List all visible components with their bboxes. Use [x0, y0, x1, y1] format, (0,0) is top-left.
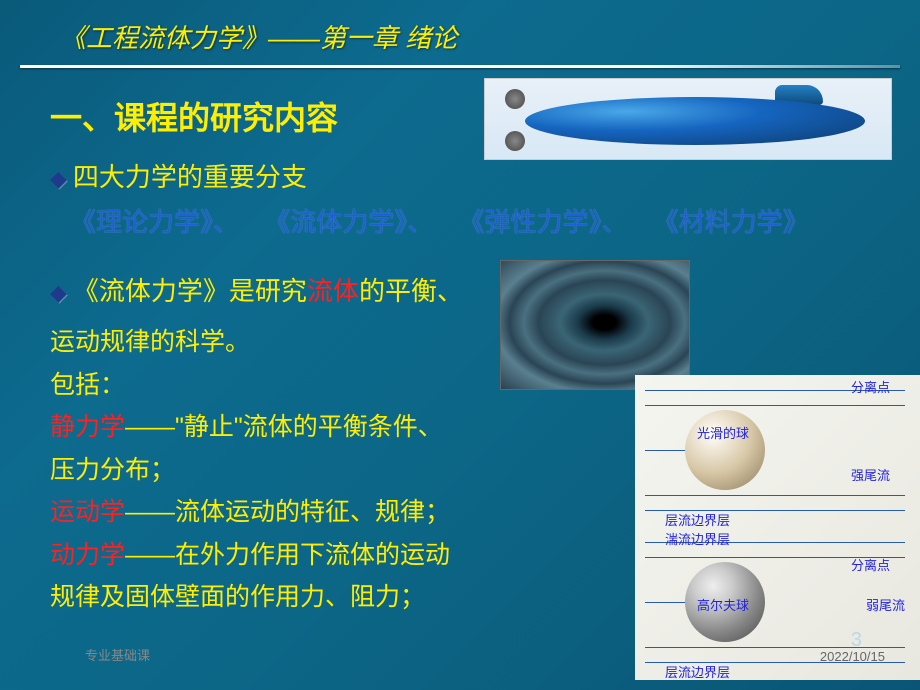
diamond-icon: ◆ [50, 166, 67, 192]
label-sep-point-1: 分离点 [851, 377, 890, 396]
label-golf-ball: 高尔夫球 [697, 595, 749, 614]
slide-header: 《工程流体力学》——第一章 绪论 [0, 0, 920, 65]
branches-list: 《理论力学》、 《流体力学》、 《弹性力学》、 《材料力学》 [70, 202, 900, 239]
smooth-sphere [685, 410, 765, 490]
bullet-branches: ◆ 四大力学的重要分支 [50, 157, 900, 194]
label-turb-bl: 湍流边界层 [665, 529, 730, 548]
def-line2: 运动规律的科学。 [50, 321, 900, 364]
diamond-icon: ◆ [50, 274, 67, 311]
label-laminar-bl-2: 层流边界层 [665, 662, 730, 681]
branch-2: 《流体力学》 [264, 207, 407, 237]
label-smooth-ball: 光滑的球 [697, 423, 749, 442]
sphere-flow-diagram: 分离点 光滑的球 强尾流 层流边界层 湍流边界层 分离点 高尔夫球 弱尾流 层流… [635, 375, 920, 680]
label-sep-point-2: 分离点 [851, 555, 890, 574]
branch-3: 《弹性力学》 [459, 207, 602, 237]
bullet1-text: 四大力学的重要分支 [73, 157, 307, 194]
section-title: 一、课程的研究内容 [50, 93, 900, 139]
label-weak-wake: 弱尾流 [866, 595, 905, 614]
vortex-image [500, 260, 690, 390]
label-strong-wake: 强尾流 [851, 465, 890, 484]
footer-course-type: 专业基础课 [85, 645, 150, 664]
branch-4: 《材料力学》 [653, 207, 809, 237]
branch-1: 《理论力学》 [70, 207, 213, 237]
footer-date: 2022/10/15 [820, 649, 885, 664]
